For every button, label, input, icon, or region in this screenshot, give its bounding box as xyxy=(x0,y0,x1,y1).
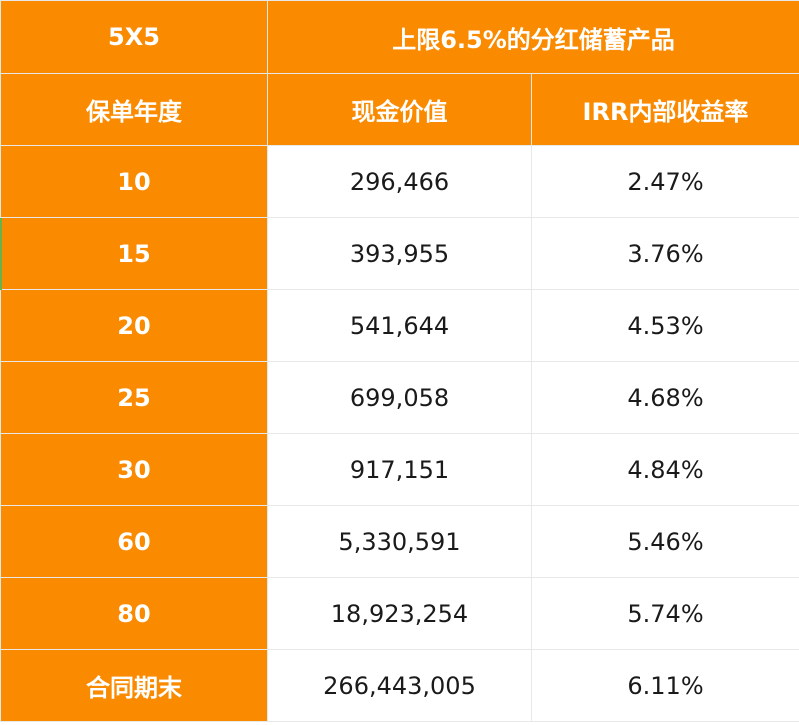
policy-year-cell: 20 xyxy=(0,289,268,362)
table-row: 25 699,058 4.68% xyxy=(0,361,799,434)
policy-year-cell: 30 xyxy=(0,433,268,506)
cash-value-cell: 296,466 xyxy=(267,145,532,218)
title-row: 5X5 上限6.5%的分红储蓄产品 xyxy=(0,0,799,74)
irr-cell: 5.74% xyxy=(531,577,799,650)
cash-value-cell: 393,955 xyxy=(267,217,532,290)
irr-cell: 6.11% xyxy=(531,649,799,722)
table-row: 15 393,955 3.76% xyxy=(0,217,799,290)
policy-year-cell: 25 xyxy=(0,361,268,434)
irr-cell: 5.46% xyxy=(531,505,799,578)
table-row: 10 296,466 2.47% xyxy=(0,145,799,218)
policy-year-cell: 80 xyxy=(0,577,268,650)
table-row: 80 18,923,254 5.74% xyxy=(0,577,799,650)
policy-year-cell: 10 xyxy=(0,145,268,218)
irr-cell: 3.76% xyxy=(531,217,799,290)
irr-cell: 4.84% xyxy=(531,433,799,506)
irr-cell: 2.47% xyxy=(531,145,799,218)
header-irr: IRR内部收益率 xyxy=(531,73,799,146)
product-title: 上限6.5%的分红储蓄产品 xyxy=(267,0,799,74)
cash-value-cell: 541,644 xyxy=(267,289,532,362)
table-row: 合同期末 266,443,005 6.11% xyxy=(0,649,799,722)
header-year: 保单年度 xyxy=(0,73,268,146)
cash-value-cell: 5,330,591 xyxy=(267,505,532,578)
column-header-row: 保单年度 现金价值 IRR内部收益率 xyxy=(0,73,799,146)
policy-year-cell: 合同期末 xyxy=(0,649,268,722)
table-row: 30 917,151 4.84% xyxy=(0,433,799,506)
header-cash-value: 现金价值 xyxy=(267,73,532,146)
row-edge-marker xyxy=(0,218,2,290)
table-row: 20 541,644 4.53% xyxy=(0,289,799,362)
cash-value-cell: 699,058 xyxy=(267,361,532,434)
policy-year-cell: 15 xyxy=(0,217,268,290)
policy-year-cell: 60 xyxy=(0,505,268,578)
irr-cell: 4.68% xyxy=(531,361,799,434)
corner-label: 5X5 xyxy=(0,0,268,74)
cash-value-cell: 917,151 xyxy=(267,433,532,506)
cash-value-cell: 266,443,005 xyxy=(267,649,532,722)
table-row: 60 5,330,591 5.46% xyxy=(0,505,799,578)
irr-cell: 4.53% xyxy=(531,289,799,362)
cash-value-cell: 18,923,254 xyxy=(267,577,532,650)
